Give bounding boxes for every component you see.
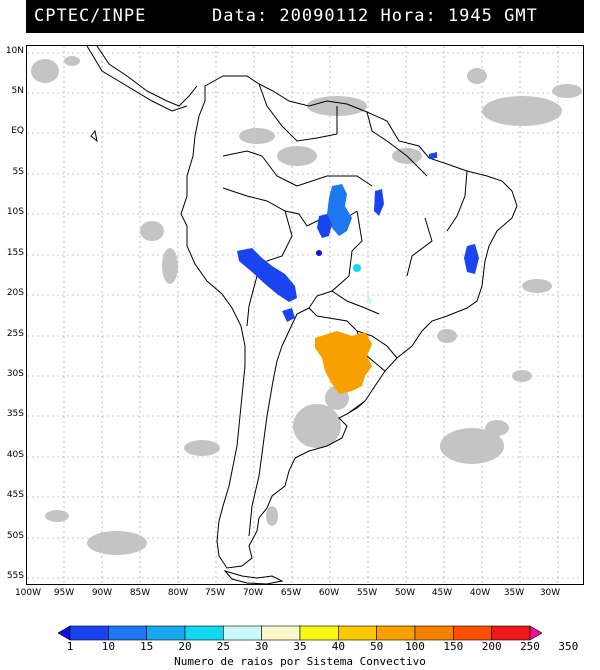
colorbar-tick-label: 250 [520, 640, 540, 653]
colorbar-cell [184, 625, 224, 641]
colorbar-cell [69, 625, 109, 641]
lon-label: 90W [91, 588, 113, 598]
cloud-cover [31, 56, 582, 555]
colorbar [58, 625, 542, 641]
lon-label: 45W [431, 588, 453, 598]
colorbar-cell [223, 625, 262, 641]
colorbar-tick-label: 10 [101, 640, 115, 653]
colorbar-tick-label: 50 [370, 640, 384, 653]
lat-label: 5S [12, 167, 24, 177]
lon-label: 100W [14, 588, 42, 598]
colorbar-cell [453, 625, 492, 641]
colorbar-tick-label: 100 [405, 640, 425, 653]
colorbar-tick-label: 25 [216, 640, 230, 653]
colorbar-cell [338, 625, 377, 641]
lon-label: 60W [318, 588, 340, 598]
lon-label: 75W [204, 588, 226, 598]
lon-label: 95W [53, 588, 75, 598]
lat-label: 40S [6, 450, 24, 460]
colorbar-cell [299, 625, 339, 641]
system-mato-grosso [316, 250, 322, 256]
lat-label: 10S [6, 207, 24, 217]
lat-label: 5N [11, 86, 24, 96]
lon-label: 40W [469, 588, 491, 598]
system-bahia [464, 244, 479, 274]
lon-label: 70W [242, 588, 264, 598]
colorbar-tick-label: 30 [255, 640, 269, 653]
system-paraguay-argentina [315, 331, 372, 394]
lat-label: EQ [11, 126, 24, 136]
lon-label: 65W [280, 588, 302, 598]
country-borders [86, 46, 518, 584]
colorbar-cell [146, 625, 186, 641]
lon-label: 55W [356, 588, 378, 598]
system-bolivia [237, 248, 297, 302]
colorbar-cell [414, 625, 454, 641]
lon-label: 80W [167, 588, 189, 598]
source-label: CPTEC/INPE [34, 6, 147, 26]
colorbar-tick-label: 350 [558, 640, 579, 653]
datetime-label: Data: 20090112 Hora: 1945 GMT [212, 6, 538, 26]
colorbar-cell [529, 625, 542, 641]
system-central-brazil [327, 184, 352, 236]
lightning-systems [237, 152, 479, 394]
lat-label: 20S [6, 288, 24, 298]
colorbar-cell [491, 625, 531, 641]
colorbar-cell [376, 625, 416, 641]
title-bar: CPTEC/INPE Data: 20090112 Hora: 1945 GMT [26, 0, 584, 33]
colorbar-tick-label: 40 [331, 640, 345, 653]
system-para [374, 189, 384, 216]
lon-label: 35W [503, 588, 525, 598]
lon-label: 30W [539, 588, 561, 598]
lat-label: 30S [6, 369, 24, 379]
lon-label: 50W [394, 588, 416, 598]
system-rondonia [317, 214, 332, 238]
lat-label: 45S [6, 490, 24, 500]
gridlines [27, 46, 583, 584]
lat-label: 55S [6, 571, 24, 581]
lat-label: 35S [6, 409, 24, 419]
lat-label: 50S [6, 531, 24, 541]
colorbar-cell [108, 625, 147, 641]
colorbar-cell [261, 625, 301, 641]
colorbar-tick-label: 1 [66, 640, 74, 653]
system-goias [353, 264, 361, 272]
map-canvas [27, 46, 583, 584]
colorbar-tick-label: 20 [178, 640, 192, 653]
colorbar-tick-label: 200 [481, 640, 502, 653]
system-northeast [429, 152, 437, 159]
lon-label: 85W [129, 588, 151, 598]
lat-label: 25S [6, 329, 24, 339]
system-southern-peru [282, 308, 295, 322]
map-panel [26, 45, 584, 585]
lat-label: 15S [6, 248, 24, 258]
system-mato-grosso-sul [366, 298, 372, 304]
colorbar-tick-label: 35 [293, 640, 307, 653]
legend-title: Numero de raios por Sistema Convectivo [174, 655, 426, 668]
colorbar-tick-label: 150 [443, 640, 464, 653]
lat-label: 10N [5, 46, 24, 56]
colorbar-tick-label: 15 [140, 640, 154, 653]
colorbar-cell [58, 625, 71, 641]
